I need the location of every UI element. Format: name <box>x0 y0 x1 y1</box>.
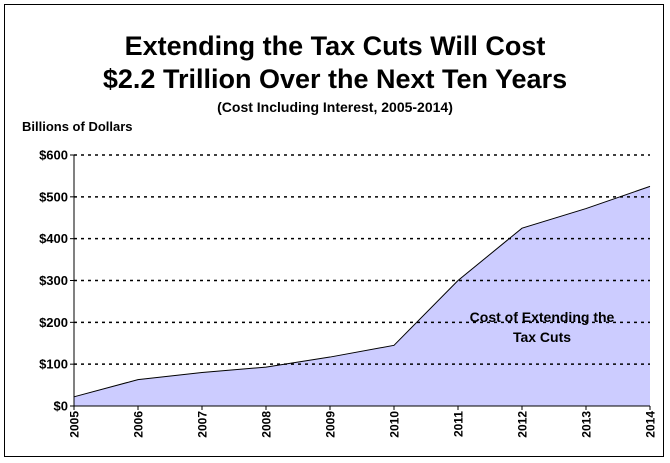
x-tick-label: 2009 <box>324 411 338 438</box>
x-tick-label: 2008 <box>260 411 274 438</box>
area-annotation: Cost of Extending the <box>470 309 615 325</box>
y-tick-label: $200 <box>39 315 68 330</box>
y-tick-label: $100 <box>39 357 68 372</box>
x-tick-label: 2013 <box>580 411 594 438</box>
area-annotation: Tax Cuts <box>513 329 571 345</box>
x-tick-label: 2006 <box>132 411 146 438</box>
y-tick-label: $300 <box>39 273 68 288</box>
y-tick-label: $0 <box>54 399 68 414</box>
y-tick-label: $600 <box>39 148 68 163</box>
x-tick-label: 2010 <box>388 411 402 438</box>
x-tick-label: 2005 <box>68 411 82 438</box>
y-tick-label: $500 <box>39 189 68 204</box>
x-tick-label: 2014 <box>644 411 658 438</box>
x-tick-label: 2012 <box>516 411 530 438</box>
y-tick-label: $400 <box>39 231 68 246</box>
x-tick-label: 2007 <box>196 411 210 438</box>
x-tick-label: 2011 <box>452 411 466 437</box>
